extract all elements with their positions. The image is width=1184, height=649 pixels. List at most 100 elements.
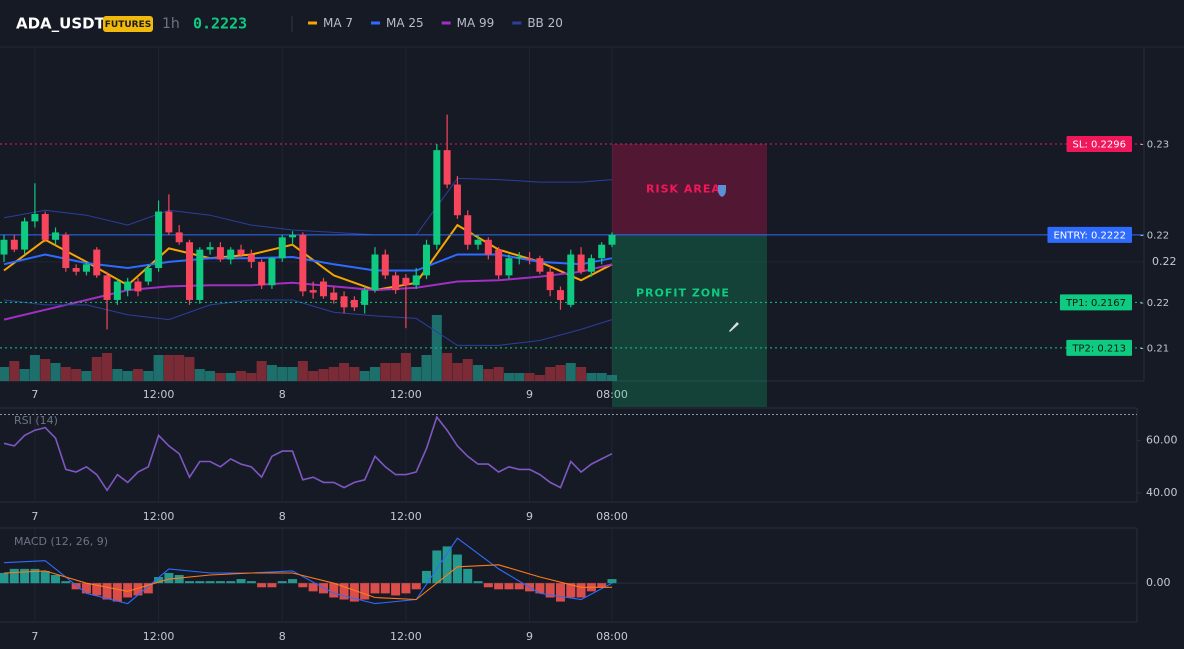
candle-body [113,281,121,300]
candle-body [309,290,317,293]
candle-body [227,249,235,260]
candle-body [350,299,358,308]
x-tick-label: 12:00 [143,510,175,523]
candle-body [433,150,441,245]
volume-bar [122,371,133,381]
macd-histogram-bar [514,583,524,590]
candle-body [505,258,513,276]
candle-body [82,264,90,272]
macd-histogram-bar [92,583,102,596]
candle-body [52,232,60,240]
volume-bar [524,373,535,381]
macd-histogram-bar [30,568,40,584]
candle-body [268,258,276,286]
macd-histogram-bar [401,583,411,594]
level-axis-label: - 0.23 [1140,140,1169,151]
volume-bar [40,359,51,381]
candle-body [299,234,307,292]
volume-bar [297,361,308,381]
volume-bar [132,369,143,381]
macd-histogram-bar [432,550,442,584]
candle-body [608,234,616,245]
candle-body [165,211,173,233]
macd-histogram-bar [349,583,359,602]
volume-bar [215,373,226,381]
macd-histogram-bar [0,572,9,584]
rsi-line [3,415,613,492]
volume-bar [421,355,432,381]
candle-body [62,234,70,269]
candle-body [237,249,245,255]
candle-body [567,254,575,305]
macd-histogram-bar [257,583,267,588]
volume-bar [143,371,154,381]
y-tick-label: 0.00 [1146,576,1171,589]
x-tick-label: 7 [31,630,38,643]
macd-histogram-bar [40,570,50,584]
legend-label: MA 99 [457,16,495,30]
rocket-icon [729,322,739,332]
macd-line [3,537,613,605]
volume-bar [50,363,61,381]
macd-histogram-bar [143,583,153,594]
volume-bar [112,369,123,381]
x-tick-label: 12:00 [390,510,422,523]
volume-bar [339,363,350,381]
candle-body [402,277,410,286]
level-box [1047,226,1132,243]
volume-bar [473,365,484,381]
level-label: SL: 0.2296 [1073,140,1126,151]
volume-bar [287,367,298,381]
x-tick-label: 7 [31,388,38,401]
volume-bar [174,355,185,381]
x-tick-label: 12:00 [390,388,422,401]
level-axis-label: - 0.22 [1140,230,1169,241]
level-label: TP1: 0.2167 [1065,298,1126,309]
volume-bar [277,367,288,381]
volume-bar [153,355,164,381]
macd-histogram-bar [535,583,545,594]
macd-histogram-bar [215,581,225,584]
zone-label: PROFIT ZONE [636,287,730,300]
candle-body [319,281,327,297]
macd-histogram-bar [112,583,122,602]
x-tick-label: 9 [526,510,533,523]
volume-bar [71,369,82,381]
macd-histogram-bar [174,575,184,584]
macd-histogram-bar [576,583,586,598]
macd-histogram-bar [483,583,493,588]
x-tick-label: 8 [279,388,286,401]
macd-line [3,564,612,601]
candle-body [474,239,482,245]
level-box [1059,294,1132,311]
volume-bar [194,369,205,381]
macd-histogram-bar [298,583,308,588]
candle-body [423,244,431,276]
volume-bar [462,359,473,381]
volume-bar [328,367,339,381]
candle-body [10,239,18,250]
volume-bar [411,367,422,381]
candle-body [258,261,266,286]
macd-histogram-bar [133,583,143,596]
volume-bar [586,373,597,381]
macd-histogram-bar [277,581,287,584]
volume-bar [9,361,20,381]
macd-histogram-bar [463,568,473,584]
volume-bar [266,365,277,381]
volume-bar [102,353,113,381]
candle-body [484,239,492,255]
macd-histogram-bar [607,579,617,584]
zone [612,144,767,235]
volume-bar [0,367,9,381]
candle-body [464,215,472,245]
candle-body [381,254,389,276]
x-tick-label: 12:00 [143,630,175,643]
macd-histogram-bar [504,583,514,590]
candle-body [577,254,585,272]
volume-bar [369,367,380,381]
y-tick-label: 60.00 [1146,434,1178,447]
candle-body [453,184,461,216]
